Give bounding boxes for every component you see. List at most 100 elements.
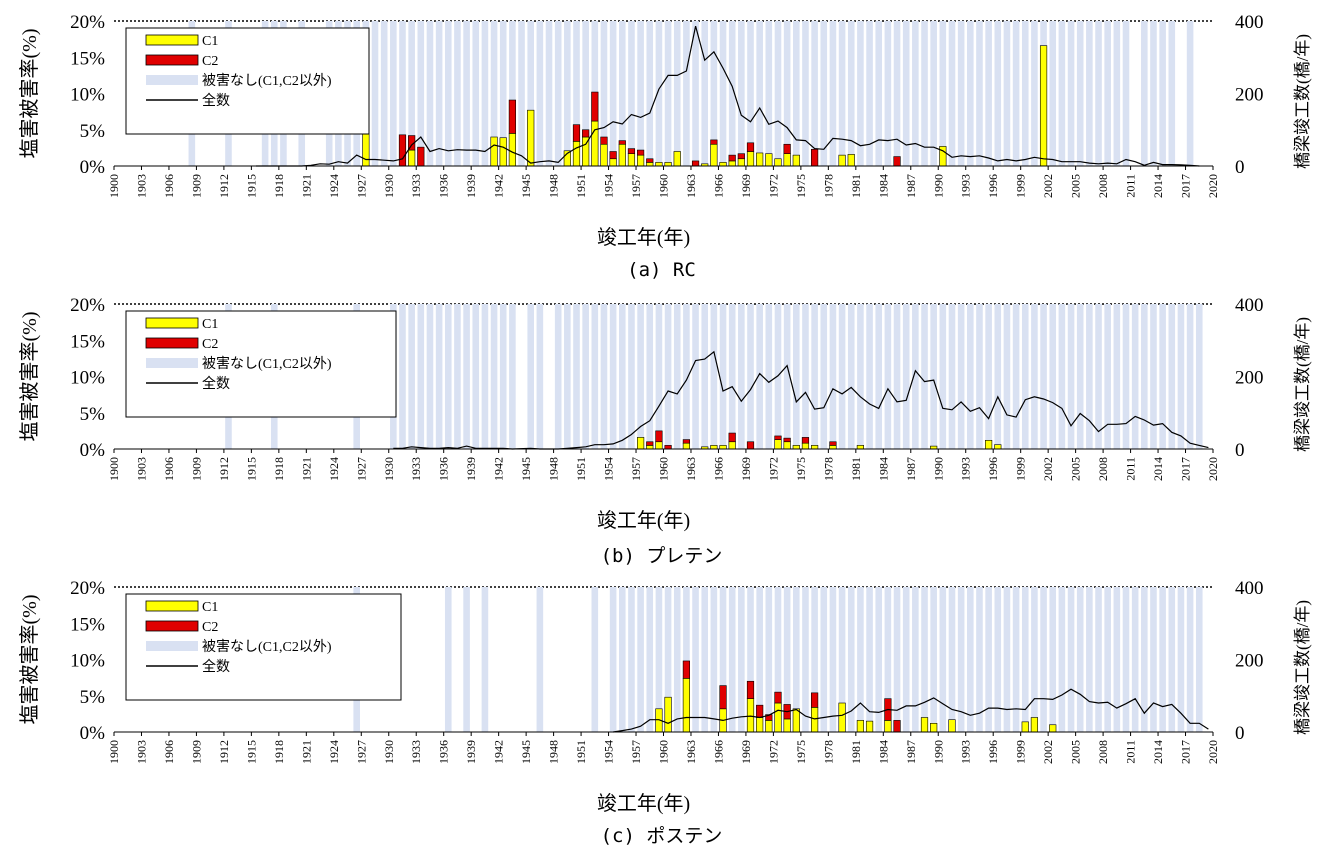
legend-label: C1 xyxy=(202,600,218,615)
bar-no-damage xyxy=(481,304,489,449)
bar-c2 xyxy=(646,441,654,446)
bar-c1 xyxy=(774,439,782,450)
bar-c1 xyxy=(710,445,718,450)
bar-no-damage xyxy=(921,21,928,166)
bar-no-damage xyxy=(838,21,846,166)
bar-no-damage xyxy=(426,304,434,449)
bar-no-damage xyxy=(527,21,535,166)
bar-no-damage xyxy=(444,21,452,166)
bar-no-damage xyxy=(655,21,663,166)
x-tick-label: 2005 xyxy=(1069,740,1083,764)
bar-no-damage xyxy=(499,21,507,166)
x-tick-label: 2002 xyxy=(1041,174,1055,198)
bar-c1 xyxy=(856,445,865,450)
bar-c2 xyxy=(774,691,782,704)
x-tick-label: 1912 xyxy=(217,174,231,198)
bar-c2 xyxy=(682,660,690,679)
x-tick-label: 2014 xyxy=(1151,174,1165,198)
bar-no-damage xyxy=(1131,304,1139,449)
bar-c1 xyxy=(1030,717,1039,733)
bar-c2 xyxy=(765,714,773,721)
x-tick-label: 1969 xyxy=(739,740,753,764)
bar-no-damage xyxy=(866,304,873,449)
x-tick-label: 2011 xyxy=(1124,174,1138,198)
bar-c1 xyxy=(664,162,672,167)
bar-no-damage xyxy=(628,304,635,449)
y-tick-label: 0% xyxy=(80,723,106,744)
bar-no-damage xyxy=(756,304,763,449)
x-tick-label: 1963 xyxy=(684,457,698,481)
bar-no-damage xyxy=(564,304,571,449)
bar-no-damage xyxy=(811,21,818,166)
bar-c1 xyxy=(746,698,755,733)
bar-c1 xyxy=(838,702,846,733)
legend-swatch-none xyxy=(146,641,198,651)
bar-no-damage xyxy=(1058,304,1066,449)
bar-no-damage xyxy=(811,304,818,449)
legend-label: C2 xyxy=(202,620,218,635)
bar-c2 xyxy=(572,124,581,142)
bar-no-damage xyxy=(857,21,864,166)
bar-c1 xyxy=(801,442,810,450)
bar-c2 xyxy=(637,149,645,156)
bar-no-damage xyxy=(948,21,956,166)
bar-no-damage xyxy=(655,587,663,732)
bar-no-damage xyxy=(673,304,681,449)
bar-no-damage xyxy=(985,587,992,732)
bar-c1 xyxy=(499,137,507,167)
x-tick-label: 1951 xyxy=(574,457,588,481)
bar-c1 xyxy=(847,154,855,167)
bar-no-damage xyxy=(573,304,580,449)
bar-no-damage xyxy=(957,304,965,449)
bar-no-damage xyxy=(765,21,773,166)
bar-no-damage xyxy=(829,304,837,449)
bar-c1 xyxy=(682,442,690,450)
bar-c2 xyxy=(811,149,819,167)
bar-no-damage xyxy=(1113,304,1121,449)
bar-no-damage xyxy=(1095,21,1102,166)
bar-no-damage xyxy=(692,587,699,732)
x-tick-label: 1987 xyxy=(904,740,918,764)
x-tick-label: 2002 xyxy=(1041,740,1055,764)
bar-no-damage xyxy=(710,587,718,732)
x-tick-label: 1939 xyxy=(464,457,478,481)
y-tick-label: 10% xyxy=(70,368,105,389)
y-tick-label: 15% xyxy=(70,614,105,635)
bar-c1 xyxy=(774,702,782,733)
y2-tick-label: 0 xyxy=(1235,723,1245,744)
bar-no-damage xyxy=(985,304,992,449)
bar-c2 xyxy=(756,704,764,718)
bar-c1 xyxy=(792,154,800,167)
bar-no-damage xyxy=(600,304,608,449)
x-tick-label: 1963 xyxy=(684,174,698,198)
y2-axis-label: 橋梁竣工数(橋/年) xyxy=(1293,34,1312,169)
x-tick-label: 1906 xyxy=(162,457,176,481)
bar-no-damage xyxy=(609,304,617,449)
bar-no-damage xyxy=(774,587,782,732)
bar-no-damage xyxy=(683,21,690,166)
y-tick-label: 5% xyxy=(80,121,106,142)
bar-no-damage xyxy=(1177,304,1185,449)
bar-c2 xyxy=(600,136,608,145)
bar-no-damage xyxy=(463,587,470,732)
x-tick-label: 1978 xyxy=(821,740,835,764)
x-tick-label: 1987 xyxy=(904,174,918,198)
x-tick-label: 2008 xyxy=(1096,740,1110,764)
bar-c1 xyxy=(637,437,645,450)
bar-c1 xyxy=(728,441,736,450)
x-tick-label: 1948 xyxy=(547,457,561,481)
x-tick-label: 1939 xyxy=(464,174,478,198)
x-tick-label: 1945 xyxy=(519,174,533,198)
bar-no-damage xyxy=(554,304,562,449)
bar-no-damage xyxy=(481,587,489,732)
bar-no-damage xyxy=(380,21,388,166)
bar-c2 xyxy=(618,140,626,145)
bar-no-damage xyxy=(1113,21,1121,166)
bar-no-damage xyxy=(1058,21,1066,166)
chart-posttension: 1900 1903 1906 1909 1912 1915 1918 1921 1924 1927… xyxy=(18,578,1312,815)
x-tick-label: 2002 xyxy=(1041,457,1055,481)
bar-no-damage xyxy=(939,304,947,449)
x-tick-label: 1984 xyxy=(876,457,890,481)
bar-no-damage xyxy=(454,304,461,449)
bar-c1 xyxy=(655,441,663,450)
